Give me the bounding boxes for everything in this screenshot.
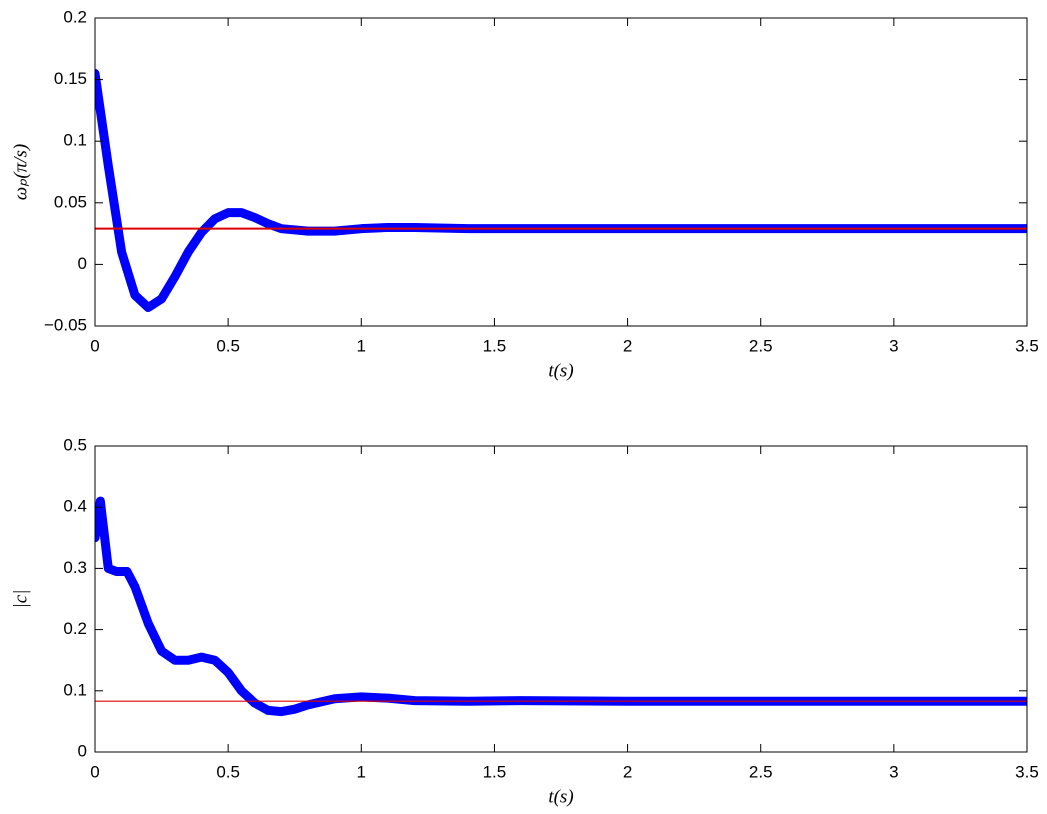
y-tick-label: 0	[78, 741, 87, 760]
x-tick-label: 3	[889, 762, 898, 781]
y-tick-label: 0.1	[63, 131, 87, 150]
y-tick-label: 0.05	[54, 192, 87, 211]
x-tick-label: 2.5	[749, 336, 773, 355]
data-line	[95, 496, 1027, 717]
y-tick-label: 0.3	[63, 558, 87, 577]
x-tick-label: 1.5	[483, 762, 507, 781]
x-axis-label: t(s)	[548, 360, 573, 381]
y-tick-label: 0.1	[63, 680, 87, 699]
y-tick-label: −0.05	[44, 315, 87, 334]
y-tick-label: 0	[78, 254, 87, 273]
x-tick-label: 0.5	[216, 336, 240, 355]
y-tick-label: 0.5	[63, 435, 87, 454]
x-tick-label: 1.5	[483, 336, 507, 355]
x-tick-label: 0.5	[216, 762, 240, 781]
x-tick-label: 1	[357, 762, 366, 781]
plot-area	[95, 496, 1027, 717]
y-tick-label: 0.2	[63, 7, 87, 26]
axes-box	[94, 445, 1028, 753]
x-tick-label: 3.5	[1015, 762, 1039, 781]
x-tick-label: 0	[90, 336, 99, 355]
x-tick-label: 2.5	[749, 762, 773, 781]
axes-box	[94, 17, 1028, 327]
x-tick-label: 3.5	[1015, 336, 1039, 355]
x-tick-label: 0	[90, 762, 99, 781]
y-tick-label: 0.15	[54, 69, 87, 88]
x-tick-label: 2	[623, 762, 632, 781]
x-tick-label: 1	[357, 336, 366, 355]
x-tick-label: 2	[623, 336, 632, 355]
x-axis-label: t(s)	[548, 786, 573, 807]
y-axis-label: ωₚ(π/s)	[10, 144, 31, 200]
plot-area	[95, 68, 1027, 313]
y-tick-label: 0.4	[63, 497, 87, 516]
y-tick-label: 0.2	[63, 619, 87, 638]
x-tick-label: 3	[889, 336, 898, 355]
y-axis-label: |c|	[10, 590, 31, 609]
data-line	[95, 68, 1027, 313]
